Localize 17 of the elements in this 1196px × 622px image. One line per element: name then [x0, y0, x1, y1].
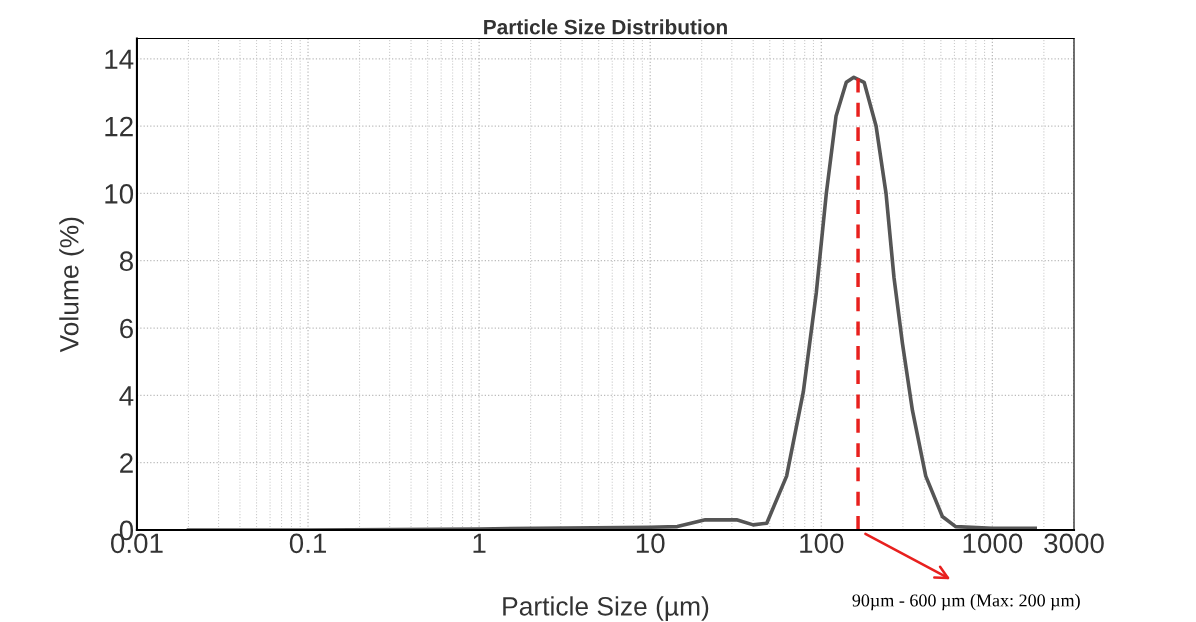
y-tick-label: 2 [120, 453, 133, 473]
x-tick-label: 1 [473, 533, 486, 553]
y-tick-label: 12 [105, 116, 133, 137]
y-tick-label: 4 [119, 386, 134, 406]
x-tick-label: 3000 [1044, 533, 1104, 554]
x-tick-label: 1000 [963, 533, 1023, 554]
x-tick-label: 10 [636, 533, 665, 554]
chart-title: Particle Size Distribution [484, 19, 727, 35]
y-tick-label: 10 [105, 184, 134, 204]
y-tick-label: 8 [119, 251, 133, 272]
y-tick-label: 6 [120, 318, 133, 339]
x-tick-label: 0.1 [289, 533, 326, 554]
y-tick-label: 14 [105, 49, 134, 69]
x-tick-label: 100 [800, 533, 844, 554]
x-axis-title: Particle Size (µm) [503, 596, 709, 621]
y-axis-title: Volume (%) [59, 217, 84, 353]
text: 90µm - 600 µm (Max: 200 µm) [852, 593, 1080, 611]
